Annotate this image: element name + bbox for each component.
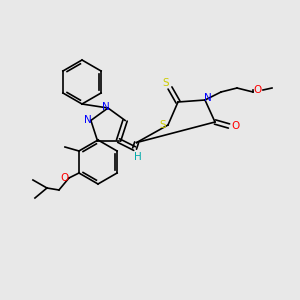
Text: N: N (102, 102, 110, 112)
Text: N: N (204, 93, 212, 103)
Text: S: S (163, 78, 169, 88)
Text: H: H (134, 152, 142, 162)
Text: O: O (231, 121, 239, 131)
Text: S: S (160, 120, 166, 130)
Text: O: O (254, 85, 262, 95)
Text: O: O (61, 173, 69, 183)
Text: N: N (84, 116, 92, 125)
